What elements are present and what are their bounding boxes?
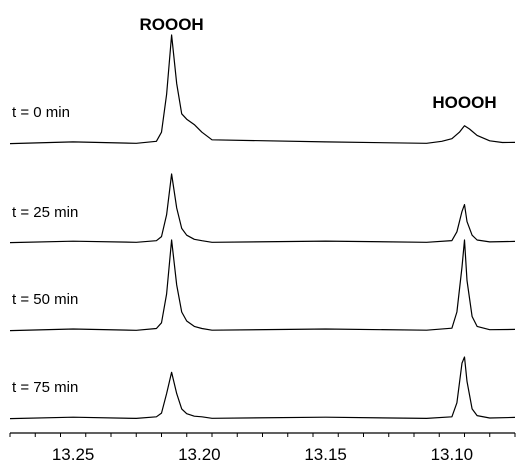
trace-label-3: t = 75 min xyxy=(12,379,78,396)
trace-line-3 xyxy=(10,357,515,419)
trace-label-1: t = 25 min xyxy=(12,204,78,221)
trace-line-0 xyxy=(10,35,515,144)
peak-labels-group: ROOOH HOOOH xyxy=(139,15,496,112)
x-tick-label-3: 13.10 xyxy=(431,445,474,464)
trace-label-2: t = 50 min xyxy=(12,291,78,308)
x-tick-label-2: 13.15 xyxy=(304,445,347,464)
trace-line-2 xyxy=(10,240,515,331)
trace-label-0: t = 0 min xyxy=(12,104,70,121)
trace-labels-group: t = 0 min t = 25 min t = 50 min t = 75 min xyxy=(12,104,78,396)
trace-line-1 xyxy=(10,174,515,243)
x-tick-label-1: 13.20 xyxy=(178,445,221,464)
x-tick-label-0: 13.25 xyxy=(52,445,95,464)
x-axis: 13.25 13.20 13.15 13.10 xyxy=(10,433,515,464)
peak-label-1: HOOOH xyxy=(432,93,496,112)
peak-label-0: ROOOH xyxy=(139,15,203,34)
